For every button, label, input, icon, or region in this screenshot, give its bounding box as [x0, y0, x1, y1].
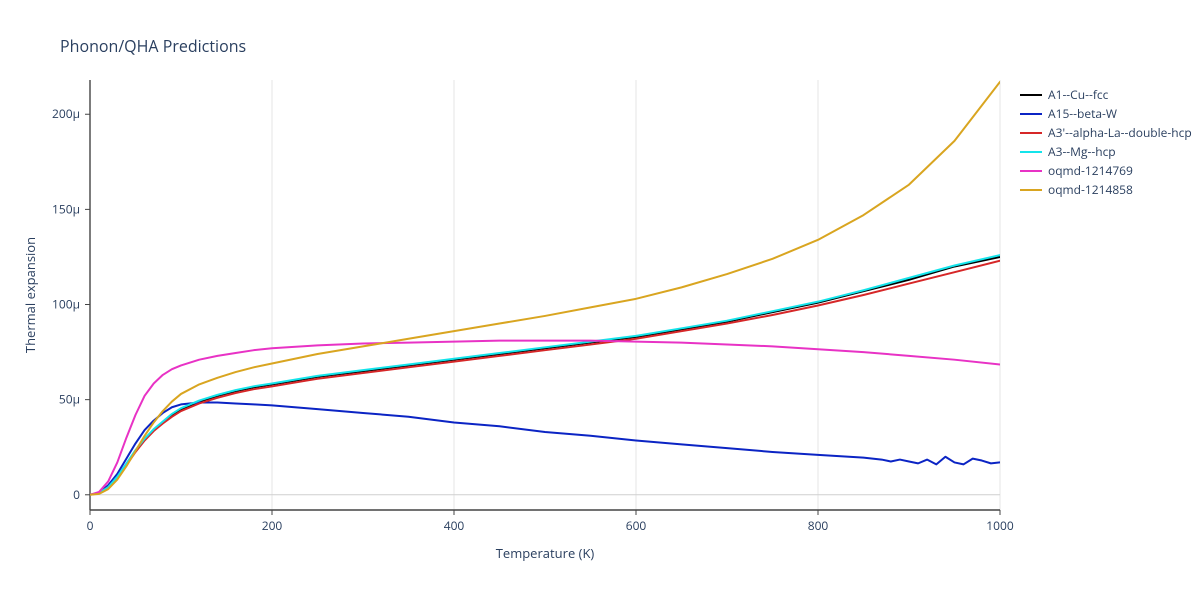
- legend-swatch: [1020, 113, 1042, 115]
- legend-label: oqmd-1214858: [1048, 181, 1133, 198]
- legend-label: A3'--alpha-La--double-hcp: [1048, 124, 1192, 141]
- legend-label: A1--Cu--fcc: [1048, 86, 1108, 103]
- legend-swatch: [1020, 170, 1042, 172]
- legend-item[interactable]: A15--beta-W: [1020, 104, 1192, 123]
- y-tick-label: 150μ: [52, 200, 80, 217]
- y-tick-label: 100μ: [52, 296, 80, 313]
- x-tick-label: 800: [808, 517, 829, 534]
- chart-container: Phonon/QHA Predictions 0 200 400 600 800 1000…: [0, 0, 1200, 600]
- x-tick-label: 1000: [986, 517, 1014, 534]
- legend-item[interactable]: oqmd-1214858: [1020, 180, 1192, 199]
- legend-swatch: [1020, 189, 1042, 191]
- legend-swatch: [1020, 132, 1042, 134]
- series-line[interactable]: [90, 403, 1000, 495]
- y-axis-label: Thermal expansion: [21, 237, 39, 353]
- legend-item[interactable]: oqmd-1214769: [1020, 161, 1192, 180]
- series-line[interactable]: [90, 261, 1000, 495]
- x-axis-label: Temperature (K): [496, 544, 595, 562]
- x-tick-label: 200: [262, 517, 283, 534]
- legend-label: A3--Mg--hcp: [1048, 143, 1116, 160]
- legend-item[interactable]: A3'--alpha-La--double-hcp: [1020, 123, 1192, 142]
- x-tick-label: 400: [444, 517, 465, 534]
- x-tick-label: 0: [87, 517, 94, 534]
- chart-title: Phonon/QHA Predictions: [60, 35, 246, 57]
- legend: A1--Cu--fcc A15--beta-W A3'--alpha-La--dou…: [1020, 85, 1192, 199]
- legend-label: oqmd-1214769: [1048, 162, 1133, 179]
- legend-swatch: [1020, 151, 1042, 153]
- legend-item[interactable]: A3--Mg--hcp: [1020, 142, 1192, 161]
- x-tick-label: 600: [626, 517, 647, 534]
- legend-swatch: [1020, 94, 1042, 96]
- y-tick-label: 0: [73, 486, 80, 503]
- y-tick-label: 50μ: [59, 391, 80, 408]
- legend-label: A15--beta-W: [1048, 105, 1117, 122]
- series-line[interactable]: [90, 341, 1000, 495]
- y-tick-label: 200μ: [52, 105, 80, 122]
- legend-item[interactable]: A1--Cu--fcc: [1020, 85, 1192, 104]
